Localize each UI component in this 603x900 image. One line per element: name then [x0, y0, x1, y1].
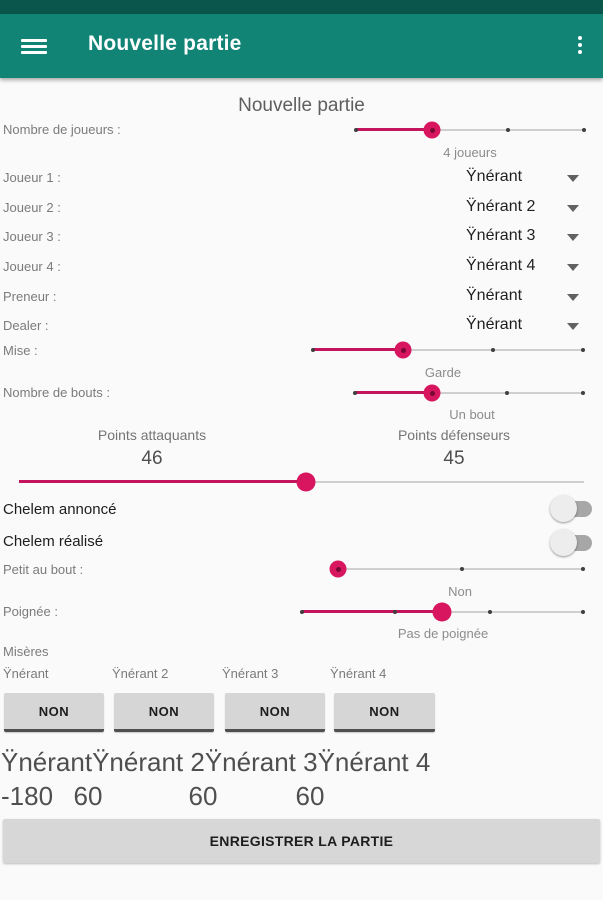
miseres-player4-label: Ÿnérant 4 — [330, 666, 387, 681]
slider-tick — [491, 348, 495, 352]
page-title: Nouvelle partie — [238, 95, 365, 116]
chelem-realise-label: Chelem réalisé — [3, 533, 104, 550]
slider-tick — [460, 567, 464, 571]
slider-tick — [311, 348, 315, 352]
miseres-player3-label: Ÿnérant 3 — [222, 666, 279, 681]
slider-thumb[interactable] — [296, 472, 316, 492]
players-count-label: Nombre de joueurs : — [3, 122, 121, 137]
chelem-realise-switch[interactable] — [550, 529, 592, 557]
chelem-annonce-label: Chelem annoncé — [3, 501, 117, 518]
summary-name: Ÿnérant 4 — [317, 747, 431, 777]
preneur-label: Preneur : — [3, 289, 57, 304]
slider-tick — [581, 348, 585, 352]
player4-label: Joueur 4 : — [3, 259, 61, 274]
slider-track — [313, 349, 583, 351]
petit-au-bout-label: Petit au bout : — [3, 562, 84, 577]
miseres-label: Misères — [3, 644, 49, 659]
poignee-slider[interactable] — [293, 601, 592, 623]
slider-fill — [19, 480, 306, 483]
app-bar-title: Nouvelle partie — [88, 32, 242, 55]
mise-label: Mise : — [3, 343, 38, 358]
player2-select[interactable]: Ÿnérant 2 — [466, 198, 536, 215]
slider-tick — [353, 391, 357, 395]
slider-thumb[interactable] — [432, 602, 452, 622]
points-defenders-value: 45 — [443, 448, 465, 469]
misere-player2-non-button[interactable]: NON — [114, 693, 214, 732]
miseres-player1-label: Ÿnérant — [3, 666, 49, 681]
summary-score-player2: 60 — [73, 781, 103, 811]
points-attackers-label: Points attaquants — [97, 427, 207, 443]
summary-score-player1: -180 — [1, 781, 54, 811]
chevron-down-icon[interactable] — [567, 175, 579, 182]
player4-select[interactable]: Ÿnérant 4 — [466, 257, 536, 274]
players-count-slider[interactable] — [347, 119, 593, 141]
summary-name: Ÿnérant 3 — [204, 747, 318, 777]
chevron-down-icon[interactable] — [567, 323, 579, 330]
slider-tick — [581, 391, 585, 395]
slider-fill — [302, 610, 442, 613]
dealer-label: Dealer : — [3, 318, 49, 333]
misere-player3-non-button[interactable]: NON — [225, 693, 325, 732]
bouts-value: Un bout — [449, 407, 495, 422]
bouts-label: Nombre de bouts : — [3, 385, 110, 400]
chevron-down-icon[interactable] — [567, 264, 579, 271]
slider-tick — [582, 128, 586, 132]
overflow-menu-icon[interactable] — [572, 36, 588, 62]
points-defenders-label: Points défenseurs — [397, 427, 511, 443]
summary-name: Ÿnérant — [1, 747, 93, 777]
points-slider[interactable] — [10, 471, 593, 493]
player1-label: Joueur 1 : — [3, 170, 61, 185]
switch-thumb — [550, 529, 577, 556]
slider-thumb[interactable] — [329, 560, 347, 578]
chelem-annonce-switch[interactable] — [550, 495, 592, 523]
summary-score-player4: 60 — [295, 781, 325, 811]
petit-au-bout-slider[interactable] — [329, 558, 592, 580]
switch-thumb — [550, 495, 577, 522]
player2-label: Joueur 2 : — [3, 200, 61, 215]
summary-score-player3: 60 — [188, 781, 218, 811]
petit-au-bout-value: Non — [448, 584, 472, 599]
slider-tick — [354, 128, 358, 132]
slider-tick — [506, 128, 510, 132]
preneur-select[interactable]: Ÿnérant — [466, 287, 523, 304]
chevron-down-icon[interactable] — [567, 234, 579, 241]
misere-player4-non-button[interactable]: NON — [334, 693, 435, 732]
misere-player1-non-button[interactable]: NON — [4, 693, 104, 732]
slider-tick — [581, 610, 585, 614]
dealer-select[interactable]: Ÿnérant — [466, 316, 523, 333]
player3-select[interactable]: Ÿnérant 3 — [466, 227, 536, 244]
slider-tick — [393, 610, 397, 614]
slider-tick — [488, 610, 492, 614]
poignee-value: Pas de poignée — [397, 626, 489, 641]
summary-name: Ÿnérant 2 — [92, 747, 205, 777]
slider-fill — [355, 391, 432, 394]
slider-track — [356, 129, 584, 131]
summary-player-names: ŸnérantŸnérant 2Ÿnérant 3Ÿnérant 4 — [1, 747, 430, 778]
points-attackers-value: 46 — [141, 448, 163, 469]
status-bar — [0, 0, 603, 14]
miseres-player2-label: Ÿnérant 2 — [112, 666, 169, 681]
slider-tick — [505, 391, 509, 395]
slider-tick — [300, 610, 304, 614]
chevron-down-icon[interactable] — [567, 205, 579, 212]
player1-select[interactable]: Ÿnérant — [466, 168, 523, 185]
chevron-down-icon[interactable] — [567, 294, 579, 301]
slider-thumb[interactable] — [423, 384, 441, 402]
hamburger-menu-icon[interactable] — [21, 39, 47, 54]
mise-value: Garde — [424, 365, 462, 380]
players-count-value: 4 joueurs — [443, 145, 497, 160]
slider-fill — [313, 348, 403, 351]
slider-thumb[interactable] — [423, 121, 441, 139]
bouts-slider[interactable] — [346, 382, 592, 404]
save-game-button[interactable]: ENREGISTRER LA PARTIE — [3, 819, 600, 863]
slider-track — [355, 392, 583, 394]
mise-slider[interactable] — [304, 339, 592, 361]
app-bar: Nouvelle partie — [0, 14, 603, 78]
player3-label: Joueur 3 : — [3, 229, 61, 244]
slider-tick — [581, 567, 585, 571]
slider-fill — [356, 128, 432, 131]
slider-thumb[interactable] — [394, 341, 412, 359]
poignee-label: Poignée : — [3, 604, 58, 619]
